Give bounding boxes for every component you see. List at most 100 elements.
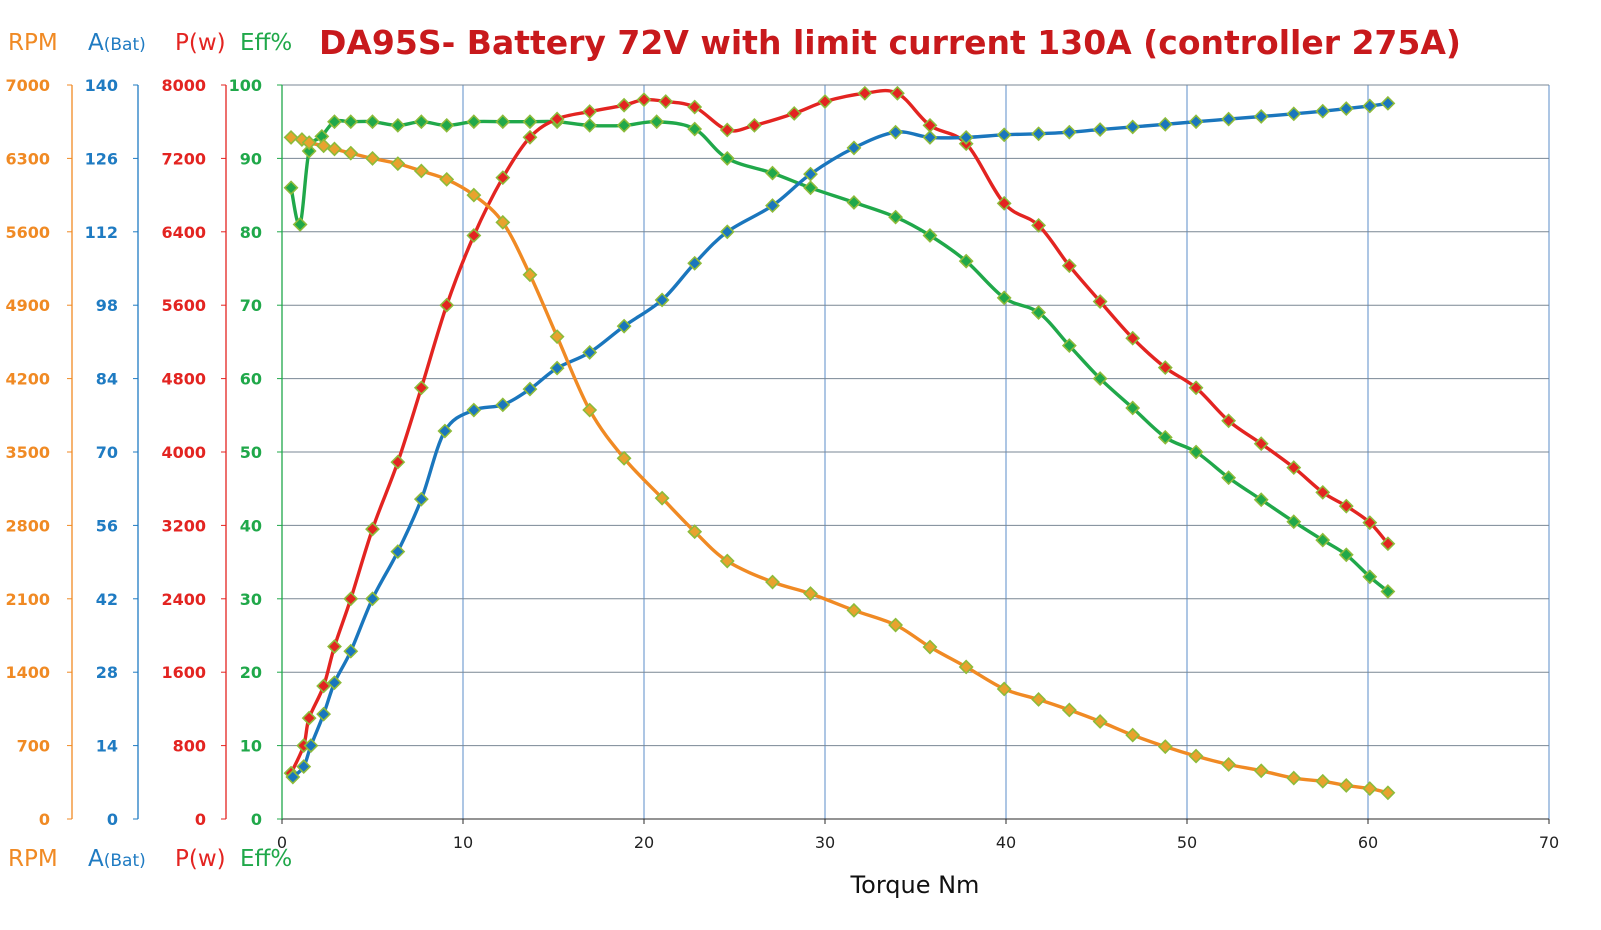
data-point-marker (301, 135, 317, 151)
data-point-marker (522, 267, 538, 283)
legend-item: P(w) (175, 30, 226, 56)
y-tick-label: 4800 (161, 370, 206, 389)
data-point-marker (1188, 444, 1204, 460)
data-point-marker (582, 344, 598, 360)
data-point-marker (654, 292, 670, 308)
y-tick-label: 4000 (161, 443, 206, 462)
x-axis: 0 10 20 30 40 50 60 70 (277, 819, 1559, 852)
legend-top: RPM A(Bat) P(w) Eff% (8, 30, 292, 56)
data-point-marker (1286, 460, 1302, 476)
data-point-marker (495, 114, 511, 130)
x-tick-label: 70 (1539, 833, 1559, 852)
data-point-marker (283, 129, 299, 145)
data-point-marker (582, 117, 598, 133)
y-tick-label: 40 (240, 516, 262, 535)
data-point-marker (365, 150, 380, 166)
data-point-marker (719, 224, 735, 240)
data-point-marker (495, 397, 511, 413)
data-point-marker (958, 129, 974, 145)
y-tick-label: 84 (96, 370, 118, 389)
data-point-marker (1380, 785, 1396, 801)
data-point-marker (549, 111, 565, 127)
data-point-marker (1092, 371, 1108, 387)
legend-item: A(Bat) (88, 30, 146, 56)
data-point-marker (719, 150, 735, 166)
data-point-marker (439, 297, 455, 313)
data-point-marker (283, 180, 299, 196)
data-point-marker (996, 290, 1012, 306)
data-point-marker (582, 104, 598, 120)
data-point-marker (922, 129, 938, 145)
data-point-marker (1157, 429, 1173, 445)
data-point-marker (1092, 294, 1108, 309)
data-point-marker (846, 602, 862, 618)
x-tick-label: 60 (1358, 833, 1378, 852)
data-point-marker (343, 145, 359, 161)
data-point-marker (1380, 95, 1396, 111)
data-point-marker (803, 180, 818, 196)
y-tick-label: 1400 (5, 663, 50, 682)
data-point-marker (390, 454, 406, 470)
x-tick-label: 50 (1177, 833, 1197, 852)
series-line (291, 101, 1390, 779)
y-tick-label: 5600 (161, 296, 206, 315)
data-point-marker (1125, 330, 1141, 346)
data-point-marker (636, 92, 652, 108)
data-point-marker (889, 85, 905, 101)
data-point-marker (1031, 692, 1047, 707)
data-point-marker (654, 490, 670, 506)
data-point-marker (303, 738, 319, 754)
data-point-marker (413, 114, 429, 130)
legend-item: A(Bat) (88, 846, 146, 872)
data-point-marker (786, 106, 802, 121)
data-point-marker (649, 114, 665, 130)
y-tick-label: 2100 (5, 590, 50, 609)
data-point-marker (803, 586, 818, 601)
legend-item: Eff% (240, 30, 292, 56)
data-point-marker (285, 769, 301, 785)
data-point-marker (549, 360, 565, 376)
data-point-marker (390, 544, 406, 560)
data-point-marker (1221, 413, 1237, 429)
y-tick-label: 7000 (5, 76, 50, 95)
data-point-marker (922, 228, 938, 243)
x-tick-label: 40 (996, 833, 1016, 852)
data-point-marker (687, 99, 703, 115)
y-tick-label: 0 (39, 810, 50, 829)
data-point-marker (1125, 119, 1141, 135)
series-layer (283, 85, 1396, 801)
x-axis-label: Torque Nm (850, 871, 980, 899)
data-point-marker (888, 209, 904, 225)
data-point-marker (1315, 484, 1331, 500)
y-tick-label: 14 (96, 737, 118, 756)
data-point-marker (1188, 114, 1204, 130)
y-tick-label: 20 (240, 663, 262, 682)
data-point-marker (765, 198, 780, 214)
data-point-marker (439, 171, 455, 187)
data-point-marker (658, 94, 674, 109)
data-point-marker (1031, 217, 1047, 233)
data-point-marker (1188, 380, 1204, 396)
data-point-marker (765, 165, 780, 181)
data-point-marker (857, 85, 873, 101)
y-tick-label: 90 (240, 149, 262, 168)
y-tick-label: 50 (240, 443, 262, 462)
data-point-marker (1286, 106, 1302, 122)
data-point-marker (390, 156, 406, 172)
data-point-marker (1221, 757, 1237, 772)
y-tick-label: 3500 (5, 443, 50, 462)
y-tick-label: 6300 (5, 149, 50, 168)
y-tick-label: 70 (96, 443, 118, 462)
data-point-marker (888, 617, 904, 633)
data-point-marker (1061, 702, 1077, 718)
data-point-marker (1031, 305, 1047, 320)
data-point-marker (1157, 739, 1173, 755)
data-point-marker (327, 639, 342, 654)
data-point-marker (1061, 338, 1077, 354)
data-point-marker (1315, 103, 1331, 119)
y-tick-label: 0 (195, 810, 206, 829)
data-point-marker (616, 117, 632, 133)
data-point-marker (466, 228, 482, 243)
data-point-marker (746, 117, 762, 133)
data-point-marker (616, 97, 632, 113)
